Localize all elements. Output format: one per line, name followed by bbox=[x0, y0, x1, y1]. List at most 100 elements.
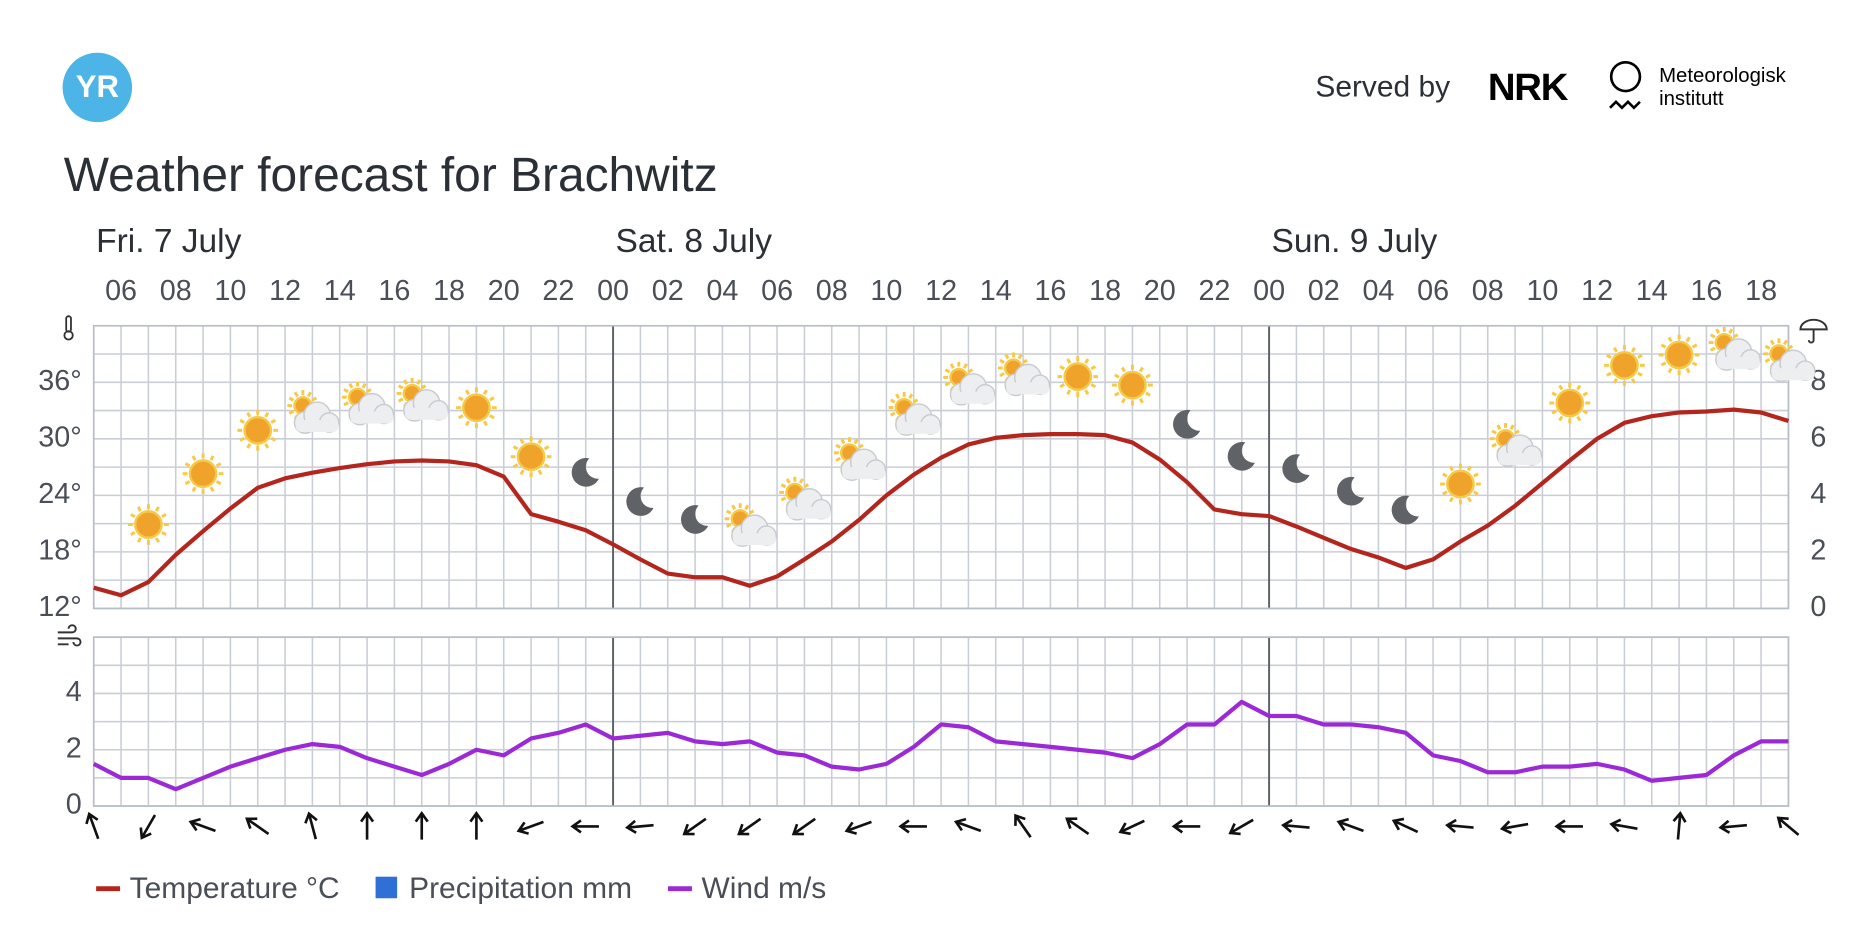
sun-ray bbox=[348, 382, 354, 389]
wind-arrow bbox=[1391, 817, 1419, 834]
cloud bbox=[1006, 382, 1050, 395]
wind-arrow bbox=[85, 811, 100, 840]
sun-ray bbox=[264, 411, 270, 418]
sun-ray bbox=[999, 358, 1005, 364]
sun-ray bbox=[1120, 366, 1126, 373]
sun-ray bbox=[366, 388, 372, 394]
cloud bbox=[732, 533, 777, 546]
sun-disc bbox=[1555, 388, 1585, 418]
weather-icon bbox=[1173, 409, 1201, 439]
sun-ray bbox=[1715, 328, 1721, 334]
sun-ray bbox=[1582, 409, 1589, 415]
x-tick-label: 20 bbox=[488, 275, 520, 307]
sun-ray bbox=[785, 478, 791, 484]
sun-ray bbox=[835, 456, 841, 462]
sun-ray bbox=[136, 537, 142, 543]
met-logo-sun bbox=[1609, 60, 1642, 93]
weather-icon bbox=[724, 503, 777, 548]
sun-ray bbox=[464, 389, 470, 395]
sun-ray bbox=[1685, 367, 1691, 374]
sun-ray bbox=[1017, 353, 1023, 360]
sun-ray bbox=[482, 420, 488, 427]
wind-arrow bbox=[1065, 817, 1090, 836]
wind-arrow bbox=[1499, 820, 1529, 835]
x-tick-label: 22 bbox=[542, 275, 574, 307]
x-tick-label: 02 bbox=[1308, 275, 1340, 307]
moon bbox=[626, 487, 654, 516]
sun-ray bbox=[1667, 336, 1673, 343]
weather-icon bbox=[1112, 364, 1153, 406]
sun-ray bbox=[1090, 365, 1097, 371]
sun-ray bbox=[858, 443, 864, 449]
cloud bbox=[951, 391, 995, 404]
sun-ray bbox=[482, 389, 488, 395]
sun-ray bbox=[780, 483, 787, 489]
cloud bbox=[1771, 368, 1815, 381]
weather-icon bbox=[237, 409, 279, 451]
moon bbox=[681, 505, 709, 534]
wind-arrow bbox=[245, 817, 270, 836]
wind-arrow bbox=[1171, 819, 1201, 834]
legend-label: Wind m/s bbox=[702, 872, 827, 905]
y2-tick-label: 0 bbox=[1810, 591, 1826, 623]
sun-ray bbox=[1448, 496, 1454, 503]
sun-disc bbox=[516, 442, 546, 472]
y-tick-label: 2 bbox=[66, 732, 82, 764]
met-logo-text: institutt bbox=[1659, 88, 1724, 110]
sun-ray bbox=[1066, 389, 1072, 396]
nrk-logo[interactable]: NRK bbox=[1488, 66, 1570, 109]
sun-ray bbox=[967, 368, 974, 374]
yr-logo[interactable] bbox=[62, 52, 133, 123]
wind-arrow bbox=[1228, 818, 1254, 836]
cloud bbox=[787, 506, 831, 519]
sun-ray bbox=[246, 411, 252, 418]
x-tick-label: 10 bbox=[1526, 275, 1558, 307]
sun-ray bbox=[1637, 371, 1643, 377]
wind-arrow bbox=[1445, 818, 1474, 833]
sun-disc bbox=[1664, 340, 1694, 370]
x-tick-label: 18 bbox=[1089, 275, 1121, 307]
sun-ray bbox=[420, 384, 427, 390]
moon bbox=[1391, 495, 1419, 525]
wind-arrow bbox=[1718, 819, 1748, 834]
x-tick-label: 18 bbox=[433, 275, 465, 307]
sun-ray bbox=[184, 480, 191, 486]
sun-ray bbox=[780, 496, 787, 502]
sun-ray bbox=[949, 363, 955, 369]
sun-ray bbox=[1728, 328, 1734, 334]
x-tick-label: 10 bbox=[870, 275, 902, 307]
wind-arrow bbox=[1336, 817, 1364, 833]
sun-ray bbox=[1004, 353, 1010, 360]
sun-ray bbox=[944, 368, 951, 374]
sun-ray bbox=[1630, 378, 1636, 384]
sun-disc bbox=[134, 510, 163, 539]
sun-ray bbox=[397, 384, 404, 390]
sun-ray bbox=[458, 396, 464, 402]
sun-ray bbox=[543, 463, 550, 469]
sun-ray bbox=[209, 455, 215, 461]
weather-icon bbox=[1549, 382, 1591, 424]
wind-arrow bbox=[844, 820, 872, 835]
sun-ray bbox=[1059, 383, 1066, 389]
x-tick-label: 18 bbox=[1745, 275, 1777, 307]
sun-ray bbox=[1466, 465, 1472, 472]
weather-icon bbox=[681, 505, 709, 534]
x-tick-label: 02 bbox=[652, 275, 684, 307]
y2-tick-label: 6 bbox=[1810, 421, 1826, 453]
day-label: Sun. 9 July bbox=[1271, 223, 1437, 260]
weather-icon bbox=[626, 487, 654, 516]
sun-ray bbox=[512, 463, 519, 469]
moon bbox=[1282, 454, 1310, 483]
wind-arrow bbox=[1281, 818, 1310, 833]
cloud bbox=[1498, 453, 1542, 466]
sun-ray bbox=[962, 363, 968, 369]
x-tick-label: 22 bbox=[1198, 275, 1230, 307]
sun-ray bbox=[1764, 344, 1771, 350]
weather-icon bbox=[888, 391, 941, 436]
x-tick-label: 12 bbox=[925, 275, 957, 307]
sun-ray bbox=[191, 455, 197, 461]
sun-ray bbox=[1059, 365, 1066, 371]
sun-ray bbox=[895, 393, 901, 399]
cloud bbox=[350, 411, 394, 424]
sun-ray bbox=[835, 443, 841, 449]
